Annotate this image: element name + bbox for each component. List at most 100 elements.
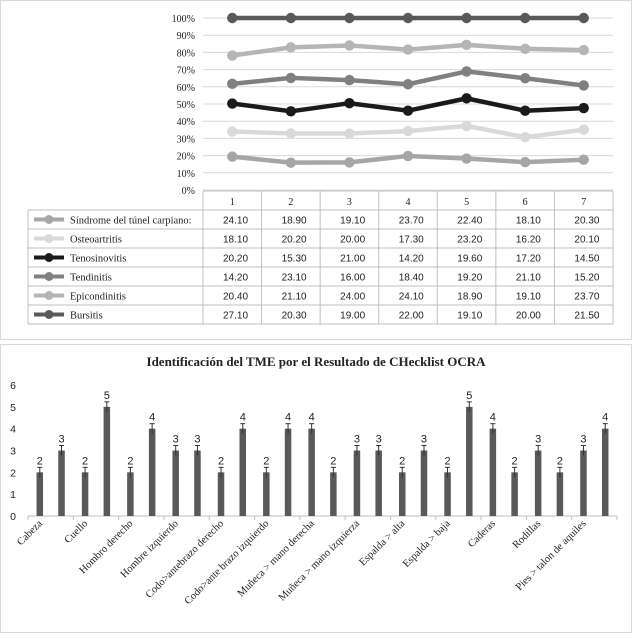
bar (511, 472, 518, 516)
bar (375, 450, 382, 516)
data-point (402, 125, 414, 137)
table-cell-value: 20.20 (282, 235, 307, 246)
bar (58, 450, 65, 516)
table-cell-value: 18.90 (282, 216, 307, 227)
x-category-label: Rodillas (511, 518, 544, 551)
bar (172, 450, 179, 516)
table-cell-value: 20.30 (574, 216, 599, 227)
bar (81, 472, 89, 516)
bar (466, 406, 473, 516)
table-cell-value: 27.10 (223, 311, 248, 322)
x-category-label: Cuello (63, 518, 91, 546)
bar-chart-title: Identificación del TME por el Resultado … (147, 354, 487, 369)
x-category-label: Codo>ante brazo izquierdo (183, 518, 272, 607)
data-point (227, 50, 238, 61)
table-cell-value: 15.20 (574, 273, 599, 284)
bar-value-label: 3 (580, 434, 586, 446)
bar (398, 472, 406, 516)
data-point (344, 128, 355, 139)
data-point (285, 106, 297, 117)
bar-value-label: 3 (58, 434, 64, 446)
bar-value-label: 2 (444, 455, 450, 467)
y-tick-label: 4 (10, 424, 16, 436)
bar-value-label: 3 (376, 434, 382, 446)
bar (556, 472, 564, 516)
data-point (402, 44, 414, 55)
x-category-label: 6 (523, 197, 528, 208)
y-tick-label: 80% (177, 48, 195, 59)
x-category-label: Caderas (466, 518, 498, 550)
chart-frame (0, 0, 632, 340)
bar-value-label: 2 (330, 455, 336, 467)
y-tick-label: 20% (177, 152, 195, 163)
x-category-label: 2 (288, 197, 293, 208)
bar-value-label: 4 (309, 412, 315, 424)
legend-series-name: Tendinitis (70, 273, 112, 284)
data-point (227, 126, 238, 137)
x-category-label: 4 (406, 197, 411, 208)
x-category-label: Espalda > baja (401, 518, 453, 570)
data-point (519, 105, 531, 116)
bar (217, 472, 225, 516)
data-point (344, 40, 355, 51)
legend-key-marker (44, 310, 54, 319)
table-cell-value: 20.00 (340, 235, 365, 246)
y-tick-label: 1 (10, 489, 16, 501)
legend-key-marker (44, 291, 54, 300)
table-cell-value: 21.00 (340, 254, 365, 265)
bar (353, 450, 361, 516)
data-point (402, 105, 414, 116)
table-cell-value: 20.10 (574, 235, 599, 246)
table-cell-value: 19.60 (457, 254, 482, 265)
table-cell-value: 20.30 (282, 311, 307, 322)
bar-value-label: 3 (173, 434, 179, 446)
bar (103, 406, 111, 516)
x-category-label: 1 (230, 197, 235, 208)
bar-value-label: 2 (399, 455, 405, 467)
bar-value-label: 4 (490, 412, 496, 424)
y-tick-label: 5 (10, 402, 16, 414)
bar-value-label: 4 (240, 412, 246, 424)
bar (580, 450, 587, 516)
bar (194, 450, 201, 516)
bar (148, 428, 156, 516)
bar-value-label: 2 (218, 455, 224, 467)
bar-value-label: 2 (37, 455, 43, 467)
legend-series-name: Epicondinitis (70, 292, 126, 303)
bar-chart-panel: Identificación del TME por el Resultado … (0, 344, 632, 633)
bar (239, 428, 247, 516)
data-point (578, 80, 589, 91)
x-category-label: 3 (347, 197, 352, 208)
data-point (227, 151, 238, 162)
x-category-label: 5 (464, 197, 469, 208)
bar (601, 428, 609, 516)
y-tick-label: 6 (10, 380, 16, 392)
data-point (461, 93, 472, 104)
line-chart-panel: 0% 10% 20% 30% 40% 50% 60% 70% 80% 90% 100% 1 2 3 4 5 6 7… (0, 0, 632, 340)
bar-value-label: 3 (194, 434, 200, 446)
y-tick-label: 100% (172, 14, 195, 25)
data-point (461, 153, 472, 164)
bar (330, 472, 337, 516)
y-tick-label: 0% (182, 186, 195, 197)
bar-chart: Identificación del TME por el Resultado … (0, 344, 632, 633)
data-point (519, 12, 531, 24)
table-cell-value: 21.10 (516, 273, 541, 284)
bar-value-label: 4 (149, 412, 155, 424)
bar (420, 450, 428, 516)
table-cell-value: 17.30 (399, 235, 424, 246)
table-cell-value: 23.70 (399, 216, 424, 227)
table-cell-value: 14.20 (399, 254, 424, 265)
data-point (519, 43, 531, 54)
x-category-label: Muñeca > mano izquierza (277, 518, 362, 603)
table-cell-value: 15.30 (282, 254, 307, 265)
data-point (227, 78, 238, 90)
bar-value-label: 2 (127, 455, 133, 467)
x-category-label: 7 (581, 197, 586, 208)
legend-key-marker (44, 234, 54, 243)
y-tick-label: 3 (10, 446, 16, 458)
table-cell-value: 19.10 (516, 292, 541, 303)
bar-value-label: 5 (104, 390, 110, 402)
table-cell-value: 24.00 (340, 292, 365, 303)
table-cell-value: 17.20 (516, 254, 541, 265)
